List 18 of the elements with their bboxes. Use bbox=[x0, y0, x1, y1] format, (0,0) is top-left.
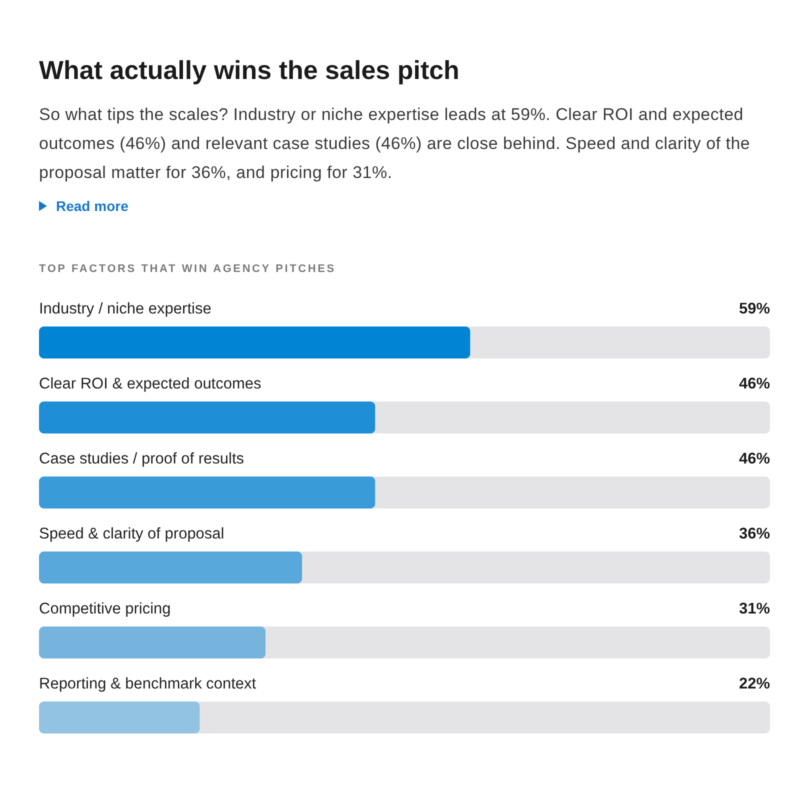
y-tick-label: Industry / niche expertise bbox=[39, 300, 212, 318]
bar bbox=[39, 626, 266, 658]
text: Read more bbox=[56, 198, 128, 214]
bar bbox=[39, 702, 200, 734]
text: TOP FACTORS THAT WIN AGENCY PITCHES bbox=[39, 263, 336, 275]
data-label: 36% bbox=[738, 526, 770, 542]
y-tick-label: Case studies / proof of results bbox=[39, 450, 244, 468]
data-label: 46% bbox=[738, 450, 770, 468]
chart-subtitle: So what tips the scales? Industry or niche expertise leads at 59%. Clear ROI and expected outcomes (46%) and relevant case studies (46%) are close behind. Speed and clarity of the proposal matter for 36%, and pricing for 31%. bbox=[39, 104, 752, 184]
chart-title: What actually wins the sales pitch bbox=[39, 55, 460, 86]
data-label: 22% bbox=[738, 676, 770, 692]
data-label: 31% bbox=[738, 600, 770, 618]
y-tick-label: Clear ROI & expected outcomes bbox=[39, 376, 262, 392]
y-tick-label: Reporting & benchmark context bbox=[39, 676, 257, 692]
data-label: 46% bbox=[738, 376, 770, 392]
y-tick-label: Competitive pricing bbox=[39, 600, 171, 618]
data-label: 59% bbox=[738, 300, 770, 318]
y-tick-label: Speed & clarity of proposal bbox=[39, 526, 224, 542]
